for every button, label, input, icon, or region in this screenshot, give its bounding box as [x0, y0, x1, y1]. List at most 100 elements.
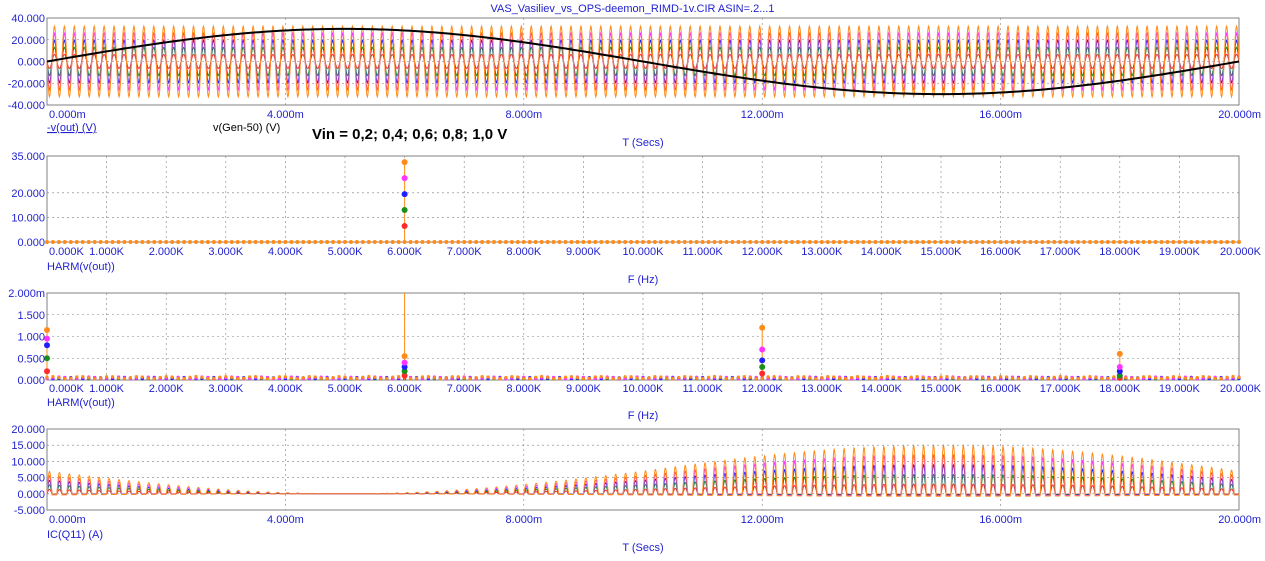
baseline-marker [962, 240, 967, 244]
baseline-marker [271, 240, 276, 244]
baseline-marker [235, 240, 240, 244]
x-tick-label: 18.000K [1099, 246, 1141, 258]
noise-marker [343, 375, 347, 379]
baseline-marker [492, 240, 496, 244]
noise-marker [200, 375, 204, 379]
baseline-marker [629, 240, 634, 244]
noise-marker [1046, 376, 1050, 381]
x-tick-label: 16.000K [980, 246, 1022, 258]
noise-marker [647, 376, 651, 380]
x-tick-label: 10.000K [623, 383, 665, 395]
noise-marker [754, 377, 758, 381]
noise-marker [385, 376, 389, 380]
baseline-marker [1135, 240, 1140, 244]
noise-marker [468, 377, 472, 381]
baseline-marker [748, 240, 753, 244]
baseline-marker [128, 240, 133, 244]
baseline-marker [331, 240, 336, 244]
baseline-marker [736, 240, 741, 244]
x-tick-label: 20.000K [1220, 383, 1262, 395]
noise-marker [581, 377, 586, 381]
baseline-marker [199, 240, 204, 244]
baseline-marker [527, 240, 532, 244]
baseline-marker [1076, 240, 1081, 244]
baseline-marker [980, 240, 985, 244]
baseline-marker [241, 240, 246, 244]
noise-marker [832, 375, 836, 379]
x-tick-label: 3.000K [208, 383, 244, 395]
noise-marker [504, 375, 508, 380]
baseline-marker [790, 240, 794, 244]
noise-marker [617, 376, 621, 380]
baseline-marker [1082, 240, 1087, 244]
noise-marker [534, 375, 538, 379]
noise-marker [63, 377, 67, 381]
noise-marker [1183, 376, 1187, 380]
y-tick-label: 10.000 [11, 456, 45, 468]
baseline-marker [1010, 240, 1015, 244]
noise-marker [1165, 376, 1170, 380]
baseline-marker [581, 240, 586, 244]
x-tick-label: 9.000K [566, 383, 602, 395]
noise-marker [1177, 375, 1181, 379]
noise-marker [611, 377, 615, 381]
baseline-marker [825, 240, 830, 244]
noise-marker [1112, 375, 1116, 379]
noise-marker [1213, 376, 1217, 381]
baseline-marker [694, 240, 699, 244]
baseline-marker [998, 240, 1003, 244]
noise-marker [701, 376, 705, 381]
baseline-marker [348, 240, 353, 244]
x-tick-label: 12.000m [741, 109, 784, 121]
x-tick-label: 0.000K [49, 383, 85, 395]
noise-marker [784, 377, 788, 381]
noise-marker [820, 376, 824, 380]
peak-marker-18000-4 [1116, 350, 1123, 357]
noise-marker [736, 375, 740, 379]
x-tick-label: 3.000K [208, 246, 244, 258]
noise-marker [134, 375, 138, 379]
x-tick-label: 15.000K [921, 246, 963, 258]
x-tick-label: 4.000K [268, 246, 304, 258]
x-tick-label: 20.000K [1220, 246, 1262, 258]
baseline-marker [682, 240, 687, 244]
baseline-marker [444, 240, 449, 244]
baseline-marker [110, 240, 115, 244]
noise-marker [99, 376, 103, 380]
noise-marker [718, 375, 723, 379]
baseline-marker [539, 240, 544, 244]
baseline-marker [289, 240, 294, 244]
noise-marker [87, 376, 91, 380]
peak-marker-12000-1 [759, 363, 766, 370]
baseline-marker [623, 240, 628, 244]
series-ic-vin-1 [46, 443, 1240, 497]
noise-marker [963, 376, 967, 380]
baseline-marker [873, 240, 878, 244]
noise-marker [486, 375, 490, 379]
baseline-marker [974, 240, 979, 244]
noise-marker [593, 375, 597, 379]
peak-marker-0-4 [44, 326, 50, 333]
noise-marker [259, 376, 264, 380]
baseline-marker [992, 240, 997, 244]
noise-marker [69, 376, 73, 380]
noise-marker [838, 376, 842, 380]
y-tick-label: -20.000 [8, 78, 45, 90]
noise-marker [1034, 375, 1038, 379]
noise-marker [927, 377, 931, 381]
x-tick-label: 19.000K [1159, 383, 1201, 395]
baseline-marker [158, 240, 163, 244]
x-axis-label: T (Secs) [622, 137, 663, 149]
baseline-marker [194, 240, 198, 244]
baseline-marker [1225, 240, 1230, 244]
noise-marker [319, 376, 323, 380]
baseline-marker [1111, 240, 1116, 244]
noise-marker [563, 375, 568, 379]
noise-marker [105, 375, 109, 379]
x-tick-label: 13.000K [801, 383, 843, 395]
noise-marker [265, 377, 270, 381]
x-tick-label: 20.000m [1218, 514, 1261, 526]
baseline-marker [772, 240, 777, 244]
peak-marker-6000-4 [401, 353, 408, 360]
noise-marker [57, 375, 61, 380]
